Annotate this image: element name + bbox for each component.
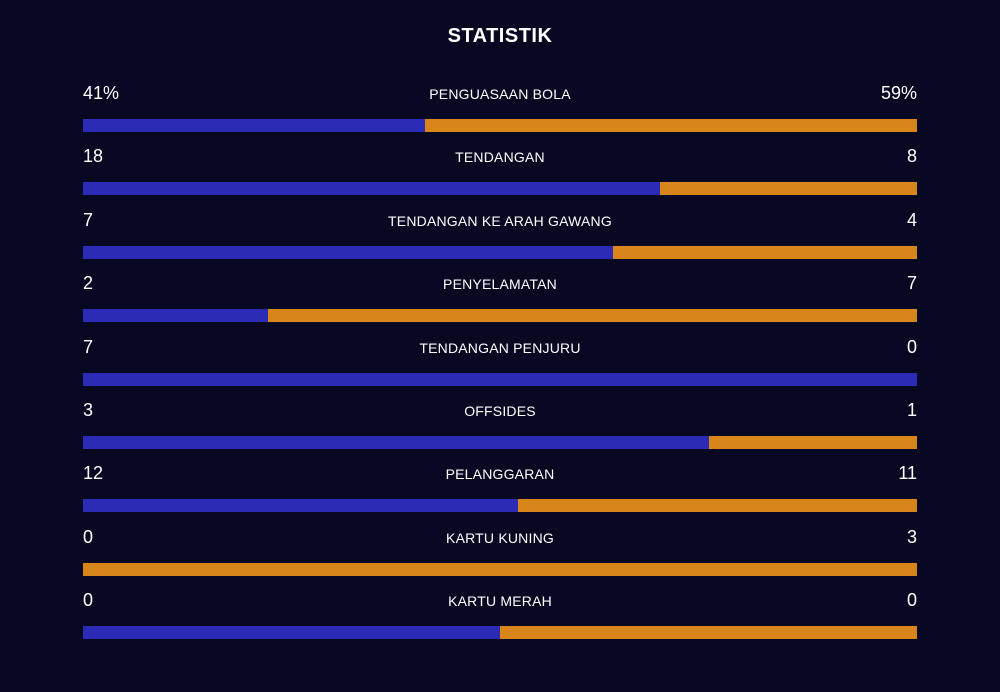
home-value: 7 bbox=[83, 209, 94, 230]
stat-row-possession: 41% PENGUASAAN BOLA 59% bbox=[83, 80, 917, 143]
comparison-bar bbox=[83, 435, 917, 449]
stat-row-offsides: 3 OFFSIDES 1 bbox=[83, 397, 917, 460]
comparison-bar bbox=[83, 309, 917, 323]
away-value: 8 bbox=[906, 146, 917, 167]
home-value: 3 bbox=[83, 399, 94, 420]
stat-label: KARTU KUNING bbox=[446, 529, 554, 546]
stat-label: KARTU MERAH bbox=[448, 593, 552, 610]
stat-row-yellow-cards: 0 KARTU KUNING 3 bbox=[83, 524, 917, 587]
stat-label: PENYELAMATAN bbox=[443, 276, 557, 293]
stat-row-shots: 18 TENDANGAN 8 bbox=[83, 143, 917, 206]
stat-label: TENDANGAN PENJURU bbox=[419, 339, 581, 356]
away-value: 7 bbox=[906, 273, 917, 294]
away-bar bbox=[424, 119, 917, 132]
page-title: STATISTIK bbox=[447, 25, 553, 47]
stat-row-corners: 7 TENDANGAN PENJURU 0 bbox=[83, 334, 917, 397]
away-value: 3 bbox=[906, 526, 917, 547]
away-value: 11 bbox=[898, 463, 917, 484]
home-value: 7 bbox=[83, 336, 94, 357]
stat-head: 41% PENGUASAAN BOLA 59% bbox=[83, 80, 917, 106]
comparison-bar bbox=[83, 182, 917, 196]
comparison-bar bbox=[83, 562, 917, 576]
stat-label: PENGUASAAN BOLA bbox=[429, 86, 571, 102]
away-bar bbox=[83, 562, 917, 576]
stat-row-fouls: 12 PELANGGARAN 11 bbox=[83, 460, 917, 523]
home-bar bbox=[83, 499, 519, 513]
home-bar bbox=[83, 182, 661, 196]
stat-head: 7 TENDANGAN KE ARAH GAWANG 4 bbox=[83, 207, 917, 233]
home-value: 18 bbox=[83, 146, 104, 167]
stat-head: 2 PENYELAMATAN 7 bbox=[83, 270, 917, 296]
stat-label: TENDANGAN KE ARAH GAWANG bbox=[388, 212, 612, 229]
away-value: 59% bbox=[880, 83, 917, 103]
home-value: 0 bbox=[83, 526, 94, 547]
away-value: 1 bbox=[906, 399, 917, 420]
home-value: 41% bbox=[83, 83, 120, 103]
home-bar bbox=[83, 119, 425, 132]
comparison-bar bbox=[83, 626, 917, 640]
comparison-bar bbox=[83, 245, 917, 259]
stat-label: PELANGGARAN bbox=[445, 466, 555, 483]
stat-label: OFFSIDES bbox=[464, 402, 536, 419]
home-bar bbox=[83, 245, 614, 259]
stats-list: 41% PENGUASAAN BOLA 59% 18 TENDANGAN 8 7… bbox=[83, 80, 917, 651]
away-value: 0 bbox=[906, 336, 917, 357]
comparison-bar bbox=[83, 372, 917, 386]
comparison-bar bbox=[83, 499, 917, 513]
away-bar bbox=[268, 309, 917, 323]
stat-head: 12 PELANGGARAN 11 bbox=[83, 460, 917, 486]
comparison-bar bbox=[83, 119, 917, 132]
away-bar bbox=[518, 499, 917, 513]
stat-head: 7 TENDANGAN PENJURU 0 bbox=[83, 334, 917, 360]
home-value: 2 bbox=[83, 273, 94, 294]
home-value: 0 bbox=[83, 590, 94, 611]
home-bar bbox=[83, 626, 500, 640]
away-bar bbox=[708, 435, 917, 449]
away-bar bbox=[660, 182, 917, 196]
home-value: 12 bbox=[83, 463, 104, 484]
home-bar bbox=[83, 372, 917, 386]
stat-head: 3 OFFSIDES 1 bbox=[83, 397, 917, 423]
stat-head: 0 KARTU MERAH 0 bbox=[83, 587, 917, 613]
home-bar bbox=[83, 309, 269, 323]
home-bar bbox=[83, 435, 709, 449]
stat-row-saves: 2 PENYELAMATAN 7 bbox=[83, 270, 917, 333]
away-bar bbox=[500, 626, 917, 640]
stat-row-red-cards: 0 KARTU MERAH 0 bbox=[83, 587, 917, 650]
away-value: 4 bbox=[906, 209, 917, 230]
stat-row-shots-on-target: 7 TENDANGAN KE ARAH GAWANG 4 bbox=[83, 207, 917, 270]
stat-head: 18 TENDANGAN 8 bbox=[83, 143, 917, 169]
stat-head: 0 KARTU KUNING 3 bbox=[83, 524, 917, 550]
stat-label: TENDANGAN bbox=[455, 149, 545, 166]
away-bar bbox=[613, 245, 917, 259]
away-value: 0 bbox=[906, 590, 917, 611]
